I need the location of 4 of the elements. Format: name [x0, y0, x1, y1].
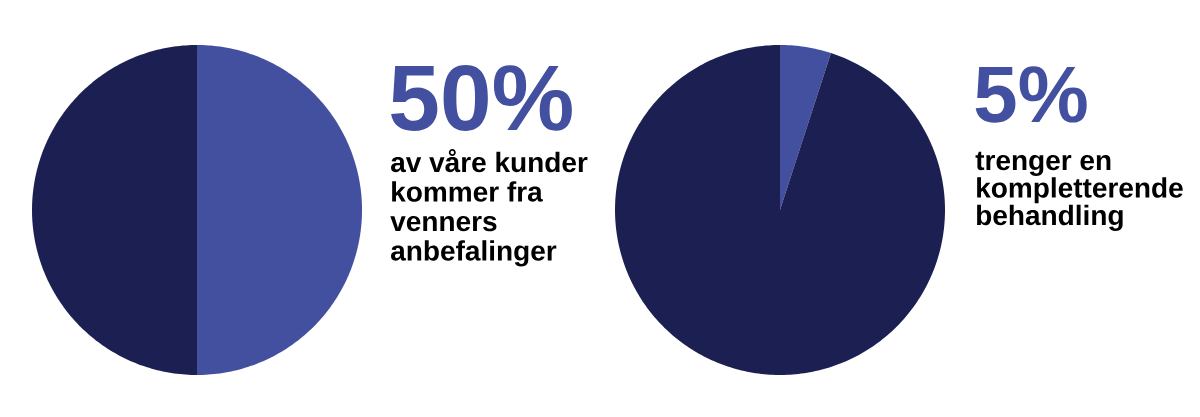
- text: trenger en kompletterende behandling: [975, 151, 1183, 231]
- chart-title: 5%: [975, 66, 1087, 123]
- text: av våre kunder kommer fra venners anbefalinger: [390, 148, 588, 267]
- chart-title: 50%: [391, 65, 572, 131]
